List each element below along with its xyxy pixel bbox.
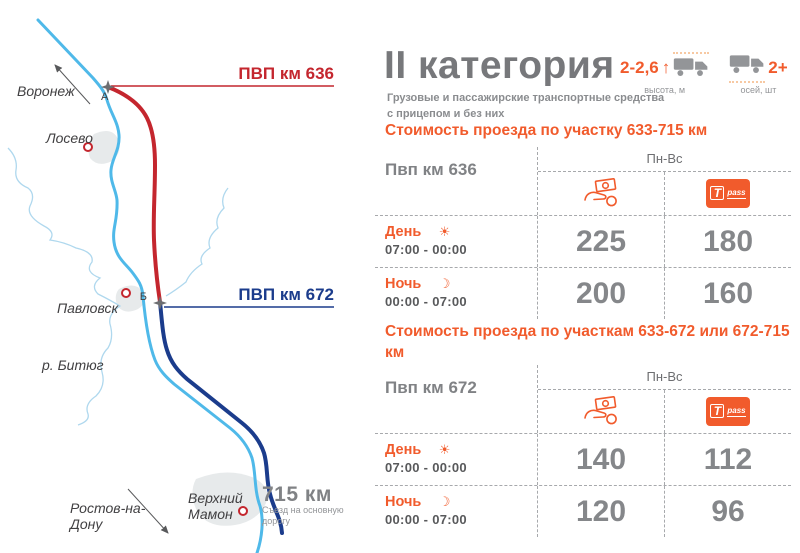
route-map: ПВП км 636 ПВП км 672 А Б Лосево Павловс… [7, 18, 344, 553]
row-name: Ночь [385, 494, 422, 510]
price-transponder: 112 [664, 434, 791, 485]
spec-axles: 2+ осей, шт [729, 52, 788, 95]
section1-title: Стоимость проезда по участку 633-715 км [385, 122, 708, 139]
truck-icon [673, 52, 710, 83]
price-transponder: 96 [664, 486, 791, 537]
pavlovsk-label: Павловск [57, 300, 119, 316]
losevo-area [88, 130, 120, 164]
voronezh-label: Воронеж [17, 83, 76, 99]
transponder-tpass-icon: T pass [664, 172, 791, 215]
rostov-arrow-icon [127, 488, 169, 534]
rostov-label-line1: Ростов-на- [70, 500, 146, 516]
mamon-marker [238, 506, 248, 516]
sun-icon: ☀ [438, 224, 451, 239]
tpass-logo-letter: T [710, 186, 725, 200]
price-cash: 225 [537, 216, 664, 267]
cash-payment-icon [538, 172, 664, 215]
tpass-logo-word: pass [727, 187, 746, 199]
table-row-day: День ☀ 07:00 - 00:00 140 112 [375, 433, 791, 485]
row-time: 00:00 - 07:00 [385, 294, 467, 309]
page-subtitle: Грузовые и пассажирские транспортные сре… [387, 91, 664, 123]
river-don [7, 147, 122, 426]
price-table-636: Пвп км 636 Пн-Вс T [375, 147, 791, 319]
subtitle-line1: Грузовые и пассажирские транспортные сре… [387, 92, 665, 104]
vehicle-specs: 2-2,6 ↑ высота, м [620, 52, 788, 95]
free-road [36, 18, 264, 553]
section2-title: Стоимость проезда по участкам 633-672 ил… [385, 323, 790, 361]
table-row-night: Ночь ☽ 00:00 - 07:00 120 96 [375, 485, 791, 537]
row-time: 00:00 - 07:00 [385, 512, 467, 527]
axles-value: 2+ [768, 57, 788, 77]
point-a-label: А [101, 91, 109, 103]
mamon-label-line2: Мамон [188, 506, 233, 522]
point-b-label: Б [140, 291, 147, 303]
price-transponder: 180 [664, 216, 791, 267]
mamon-area [192, 472, 268, 526]
row-name: День [385, 442, 422, 458]
mamon-label-line1: Верхний [188, 490, 243, 506]
toll-road-blue [158, 300, 284, 535]
row-time: 07:00 - 00:00 [385, 460, 467, 475]
toll-road-red [106, 85, 162, 304]
table-row-night: Ночь ☽ 00:00 - 07:00 200 160 [375, 267, 791, 319]
losevo-marker [83, 142, 93, 152]
pavlovsk-marker [121, 288, 131, 298]
days-header: Пн-Вс [538, 365, 791, 390]
spec-height: 2-2,6 ↑ высота, м [620, 52, 710, 95]
exit-note-line1: Съезд на основную [262, 505, 344, 515]
height-arrow-icon: ↑ [661, 58, 671, 77]
pvp672-label: ПВП км 672 [238, 285, 334, 304]
price-cash: 120 [537, 486, 664, 537]
subtitle-line2: с прицепом и без них [387, 107, 505, 120]
cash-payment-icon [538, 390, 664, 433]
transponder-tpass-icon: T pass [664, 390, 791, 433]
tpass-logo-word: pass [727, 405, 746, 417]
price-transponder: 160 [664, 268, 791, 319]
height-label: высота, м [644, 85, 686, 95]
voronezh-arrow-icon [54, 64, 91, 105]
sun-icon: ☀ [438, 442, 451, 457]
page-title: II категория [384, 44, 615, 87]
rostov-label-line2: Дону [68, 516, 103, 532]
row-time: 07:00 - 00:00 [385, 242, 467, 257]
height-value: 2-2,6 [620, 57, 659, 77]
exit-km-label: 715 км [262, 483, 332, 506]
point-a-star-icon [101, 80, 115, 94]
truck-icon [729, 52, 766, 83]
axles-label: осей, шт [740, 85, 777, 95]
row-name: Ночь [385, 276, 422, 292]
river-branch [165, 187, 229, 297]
tpass-logo-letter: T [710, 404, 725, 418]
row-name: День [385, 224, 422, 240]
price-cash: 140 [537, 434, 664, 485]
point-b-star-icon [153, 296, 167, 310]
toll-point-name: Пвп км 636 [385, 160, 477, 179]
losevo-label: Лосево [45, 130, 93, 146]
table-row-day: День ☀ 07:00 - 00:00 225 180 [375, 215, 791, 267]
price-cash: 200 [537, 268, 664, 319]
toll-point-name: Пвп км 672 [385, 378, 477, 397]
pvp636-label: ПВП км 636 [238, 64, 334, 83]
moon-icon: ☽ [438, 494, 451, 509]
moon-icon: ☽ [438, 276, 451, 291]
days-header: Пн-Вс [538, 147, 791, 172]
bityug-label: р. Битюг [41, 357, 104, 373]
price-table-672: Пвп км 672 Пн-Вс T [375, 365, 791, 537]
exit-note-line2: дорогу [262, 516, 291, 526]
